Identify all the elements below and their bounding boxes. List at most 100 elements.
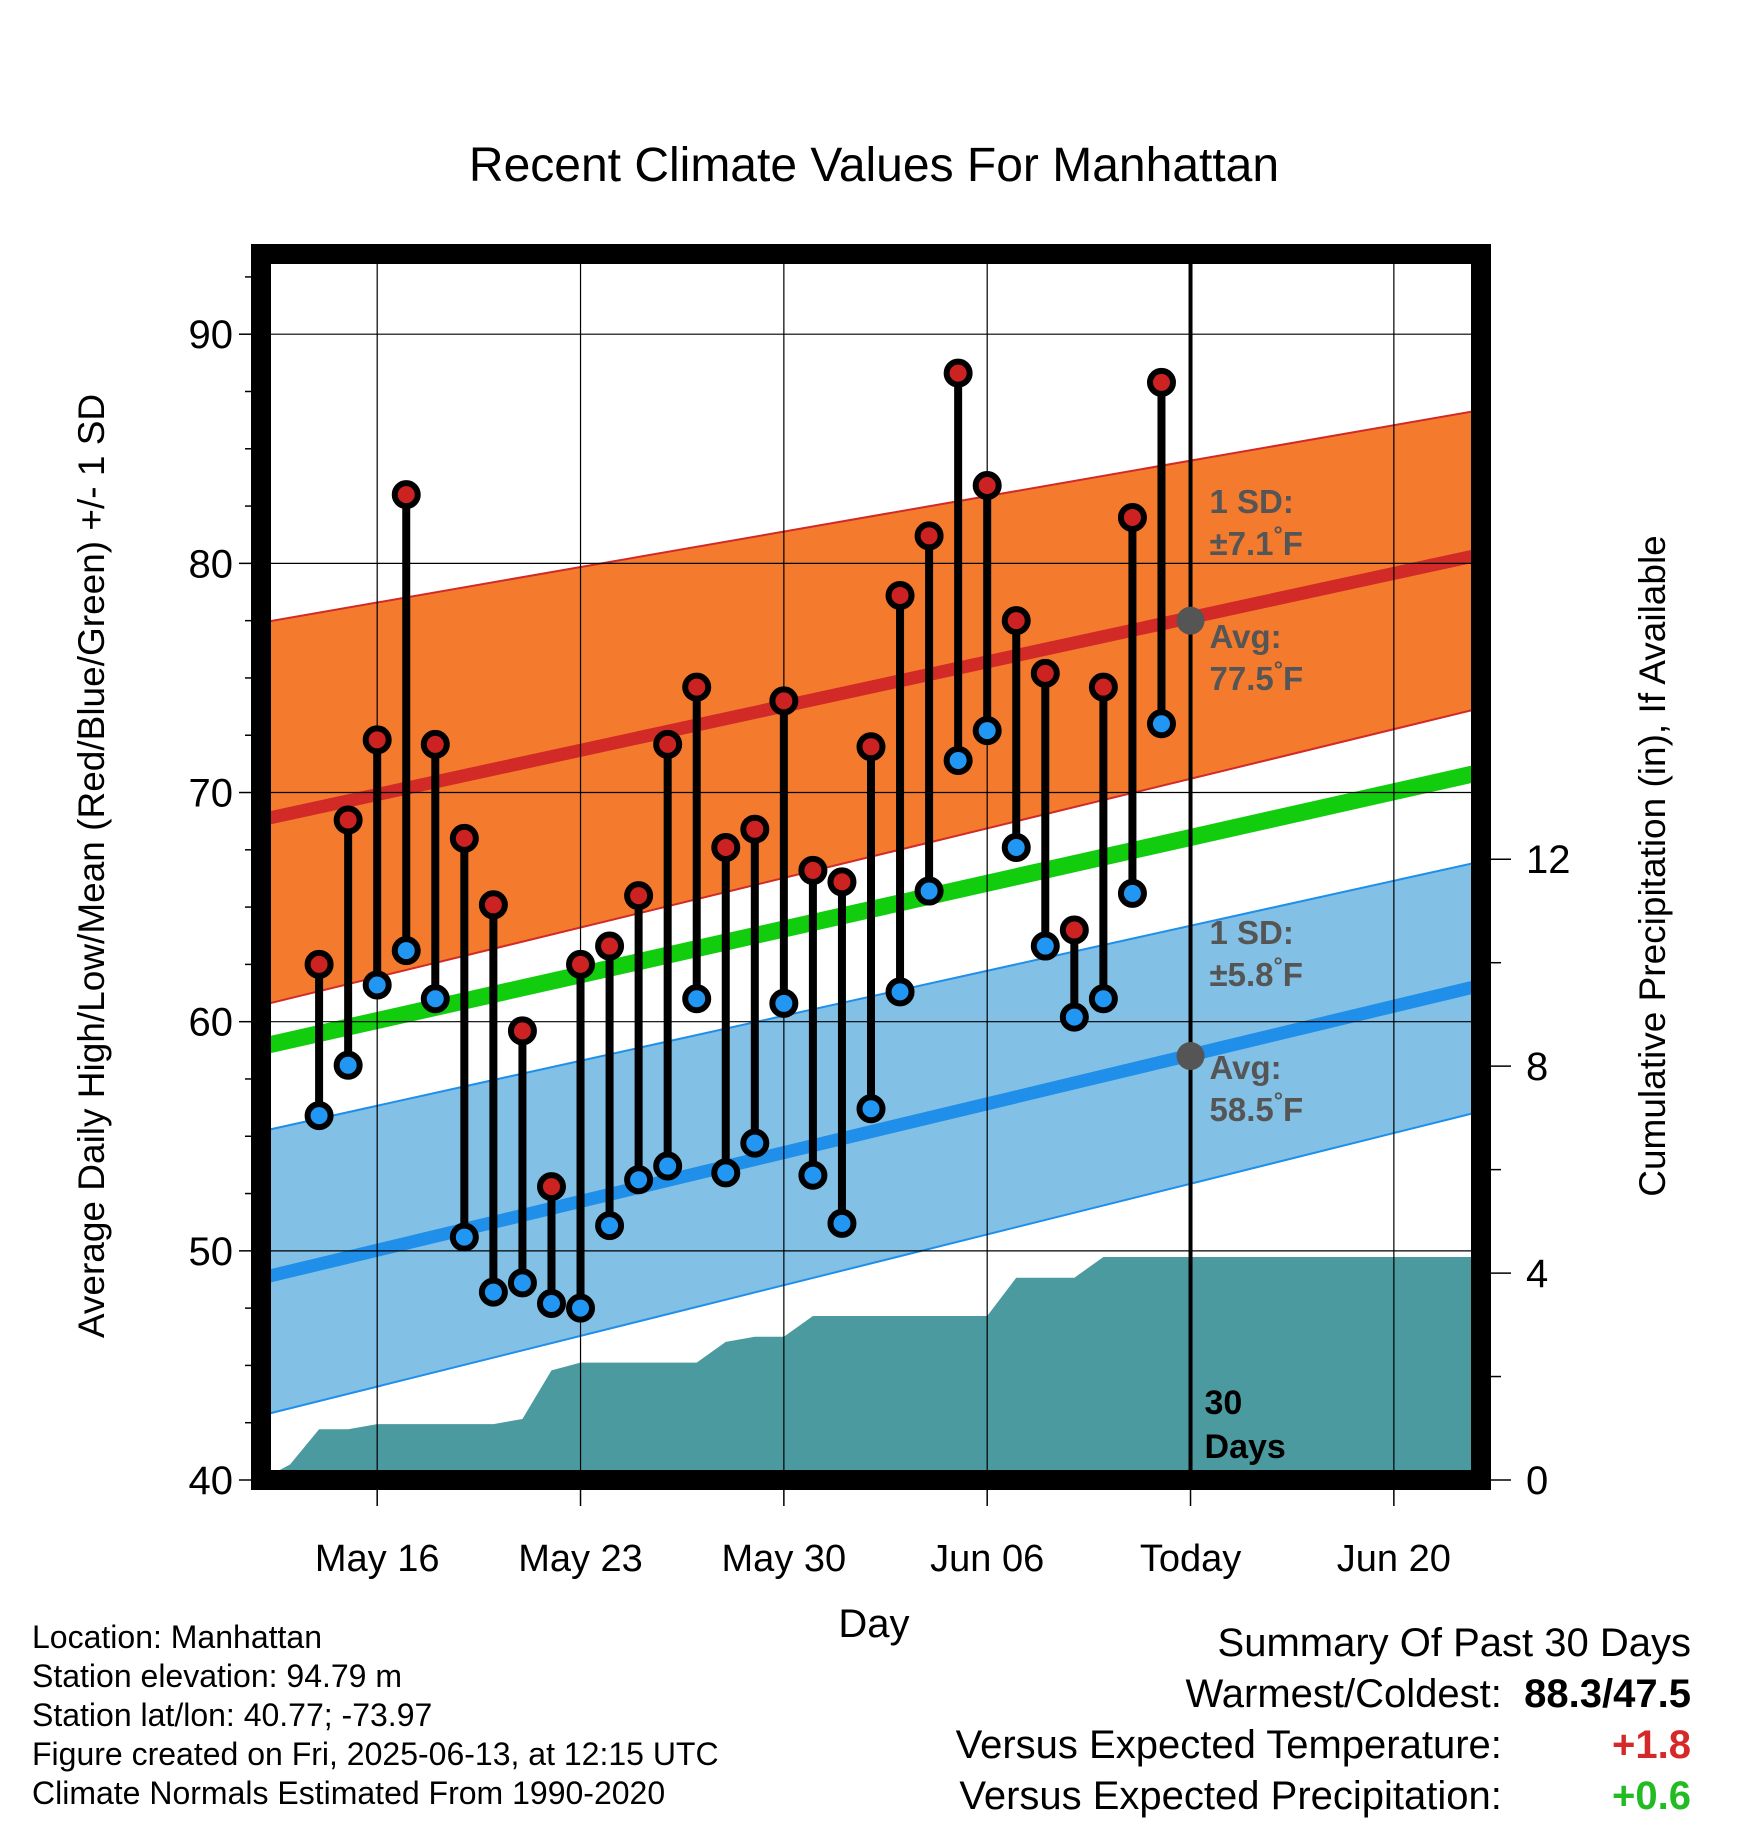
low-point: [566, 1293, 596, 1323]
low-point: [624, 1165, 654, 1195]
high-point: [536, 1172, 566, 1202]
high-point: [885, 580, 915, 610]
x-tick-label: Jun 06: [930, 1538, 1044, 1580]
high-sd-annotation: ±7.1°F: [1210, 521, 1303, 562]
low-point: [653, 1151, 683, 1181]
high-point: [1059, 915, 1089, 945]
today-days-label: 30: [1205, 1384, 1243, 1422]
high-point: [449, 823, 479, 853]
high-point: [391, 480, 421, 510]
low-point: [943, 745, 973, 775]
low-point: [711, 1158, 741, 1188]
high-point: [943, 358, 973, 388]
low-point: [595, 1211, 625, 1241]
x-tick-label: Jun 20: [1337, 1538, 1451, 1580]
high-point: [1117, 503, 1147, 533]
y-tick-label: 70: [189, 772, 234, 816]
low-point: [769, 988, 799, 1018]
today-days-label: Days: [1205, 1428, 1286, 1466]
low-point: [682, 984, 712, 1014]
y-tick-label: 90: [189, 313, 234, 357]
high-point: [1088, 672, 1118, 702]
summary-warmest-row: Warmest/Coldest: 88.3/47.5: [956, 1669, 1692, 1720]
today-high-avg-marker: [1176, 606, 1205, 635]
low-point: [827, 1208, 857, 1238]
low-point: [914, 876, 944, 906]
low-point: [304, 1101, 334, 1131]
low-point: [1001, 833, 1031, 863]
info-normals: Climate Normals Estimated From 1990-2020: [32, 1775, 666, 1811]
summary-warmest-label: Warmest/Coldest:: [1185, 1672, 1502, 1716]
high-point: [740, 814, 770, 844]
y-tick-label: 80: [189, 542, 234, 586]
y2-axis-label: Cumulative Precipitation (in), If Availa…: [1632, 535, 1673, 1197]
high-point: [304, 949, 334, 979]
y2-tick-label: 8: [1526, 1045, 1548, 1089]
high-point: [624, 881, 654, 911]
low-point: [1030, 931, 1060, 961]
low-point: [1088, 984, 1118, 1014]
high-point: [1001, 606, 1031, 636]
info-location: Location: Manhattan: [32, 1619, 322, 1655]
y-tick-label: 50: [189, 1230, 234, 1274]
x-tick-label: Today: [1140, 1538, 1241, 1580]
low-avg-annotation: 58.5°F: [1210, 1087, 1304, 1128]
y-tick-label: 60: [189, 1001, 234, 1045]
high-point: [972, 470, 1002, 500]
high-point: [478, 890, 508, 920]
low-point: [391, 936, 421, 966]
high-point: [798, 855, 828, 885]
x-tick-label: May 23: [518, 1538, 643, 1580]
summary-temp-row: Versus Expected Temperature: +1.8: [956, 1720, 1691, 1771]
info-created: Figure created on Fri, 2025-06-13, at 12…: [32, 1736, 719, 1772]
summary-title: Summary Of Past 30 Days: [1217, 1621, 1691, 1665]
low-avg-annotation: Avg:: [1210, 1049, 1282, 1086]
summary-warmest-value: 88.3/47.5: [1524, 1672, 1691, 1716]
high-avg-line: [261, 547, 1481, 827]
high-point: [856, 732, 886, 762]
y2-tick-label: 0: [1526, 1459, 1548, 1503]
low-point: [333, 1050, 363, 1080]
plot-frame: [251, 244, 1491, 1490]
low-sd-annotation: ±5.8°F: [1210, 952, 1303, 993]
high-point: [333, 805, 363, 835]
high-point: [362, 725, 392, 755]
low-point: [536, 1289, 566, 1319]
info-elevation: Station elevation: 94.79 m: [32, 1658, 403, 1694]
summary-panel: Summary Of Past 30 Days Warmest/Coldest:…: [956, 1618, 1691, 1822]
high-point: [507, 1016, 537, 1046]
high-point: [769, 686, 799, 716]
chart-title: Recent Climate Values For Manhattan: [469, 139, 1279, 192]
high-point: [1030, 658, 1060, 688]
y-tick-label: 40: [189, 1459, 234, 1503]
summary-precip-row: Versus Expected Precipitation: +0.6: [956, 1771, 1691, 1822]
low-point: [972, 716, 1002, 746]
summary-temp-label: Versus Expected Temperature:: [955, 1723, 1502, 1767]
low-point: [740, 1128, 770, 1158]
high-point: [653, 729, 683, 759]
y2-tick-label: 4: [1526, 1252, 1548, 1296]
high-point: [827, 867, 857, 897]
high-point: [914, 521, 944, 551]
low-point: [449, 1222, 479, 1252]
low-point: [885, 977, 915, 1007]
high-point: [595, 931, 625, 961]
summary-precip-label: Versus Expected Precipitation:: [959, 1774, 1502, 1818]
low-point: [1146, 709, 1176, 739]
low-sd-band: [261, 861, 1481, 1416]
high-sd-band: [261, 410, 1481, 1006]
high-avg-annotation: 77.5°F: [1210, 656, 1304, 697]
low-point: [507, 1268, 537, 1298]
low-sd-annotation: 1 SD:: [1210, 914, 1294, 951]
y-axis-label: Average Daily High/Low/Mean (Red/Blue/Gr…: [71, 394, 112, 1338]
high-point: [566, 949, 596, 979]
high-point: [1146, 367, 1176, 397]
y2-tick-label: 12: [1526, 838, 1571, 882]
low-point: [1059, 1002, 1089, 1032]
info-latlon: Station lat/lon: 40.77; -73.97: [32, 1697, 433, 1733]
high-point: [682, 672, 712, 702]
low-point: [478, 1277, 508, 1307]
summary-temp-value: +1.8: [1612, 1723, 1691, 1767]
x-tick-label: May 30: [722, 1538, 847, 1580]
